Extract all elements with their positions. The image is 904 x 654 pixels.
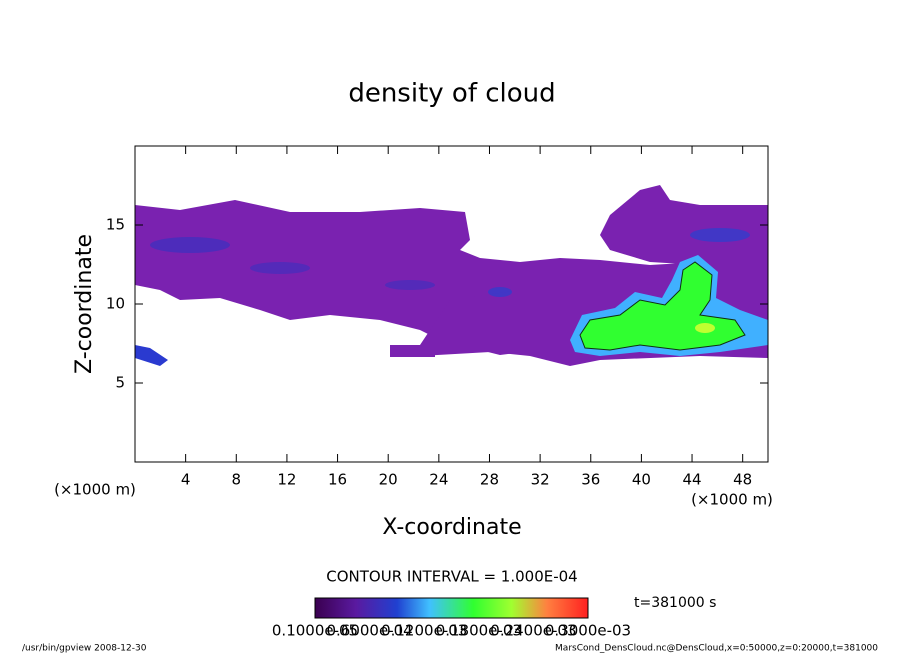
footer-right: MarsCond_DensCloud.nc@DensCloud,x=0:5000… <box>555 644 878 654</box>
x-tick-label: 36 <box>581 471 600 489</box>
x-tick-label: 48 <box>733 471 752 489</box>
contour-interval: CONTOUR INTERVAL = 1.000E-04 <box>326 568 577 586</box>
x-tick-label: 4 <box>181 471 191 489</box>
x-tick-label: 8 <box>232 471 242 489</box>
x-tick-label: 40 <box>632 471 651 489</box>
y-axis-label: Z-coordinate <box>72 234 97 374</box>
colorbar-label: 0.2400e-03 <box>490 622 576 640</box>
colorbar-label: 0.1000e-05 <box>272 622 358 640</box>
colorbar <box>314 597 589 619</box>
colorbar-label: 0.1800e-03 <box>436 622 522 640</box>
chart-title: density of cloud <box>348 79 555 109</box>
x-tick-label: 44 <box>682 471 701 489</box>
x-tick-label: 20 <box>379 471 398 489</box>
y-tick-label: 10 <box>106 295 125 313</box>
footer-left: /usr/bin/gpview 2008-12-30 <box>22 644 147 654</box>
x-tick-label: 16 <box>328 471 347 489</box>
x-tick-label: 32 <box>531 471 550 489</box>
colorbar-label: 0.6000e-04 <box>326 622 412 640</box>
x-tick-label: 24 <box>429 471 448 489</box>
x-tick-label: 28 <box>480 471 499 489</box>
x-unit: (×1000 m) <box>54 481 136 499</box>
contour-field <box>135 185 768 366</box>
colorbar-label: 0.1200e-03 <box>381 622 467 640</box>
colorbar-label: 0.3000e-03 <box>545 622 631 640</box>
x-axis-label: X-coordinate <box>382 515 521 540</box>
y-tick-label: 15 <box>106 216 125 234</box>
x-unit: (×1000 m) <box>691 491 773 509</box>
time-label: t=381000 s <box>634 595 716 611</box>
x-tick-label: 12 <box>277 471 296 489</box>
y-tick-label: 5 <box>115 374 125 392</box>
